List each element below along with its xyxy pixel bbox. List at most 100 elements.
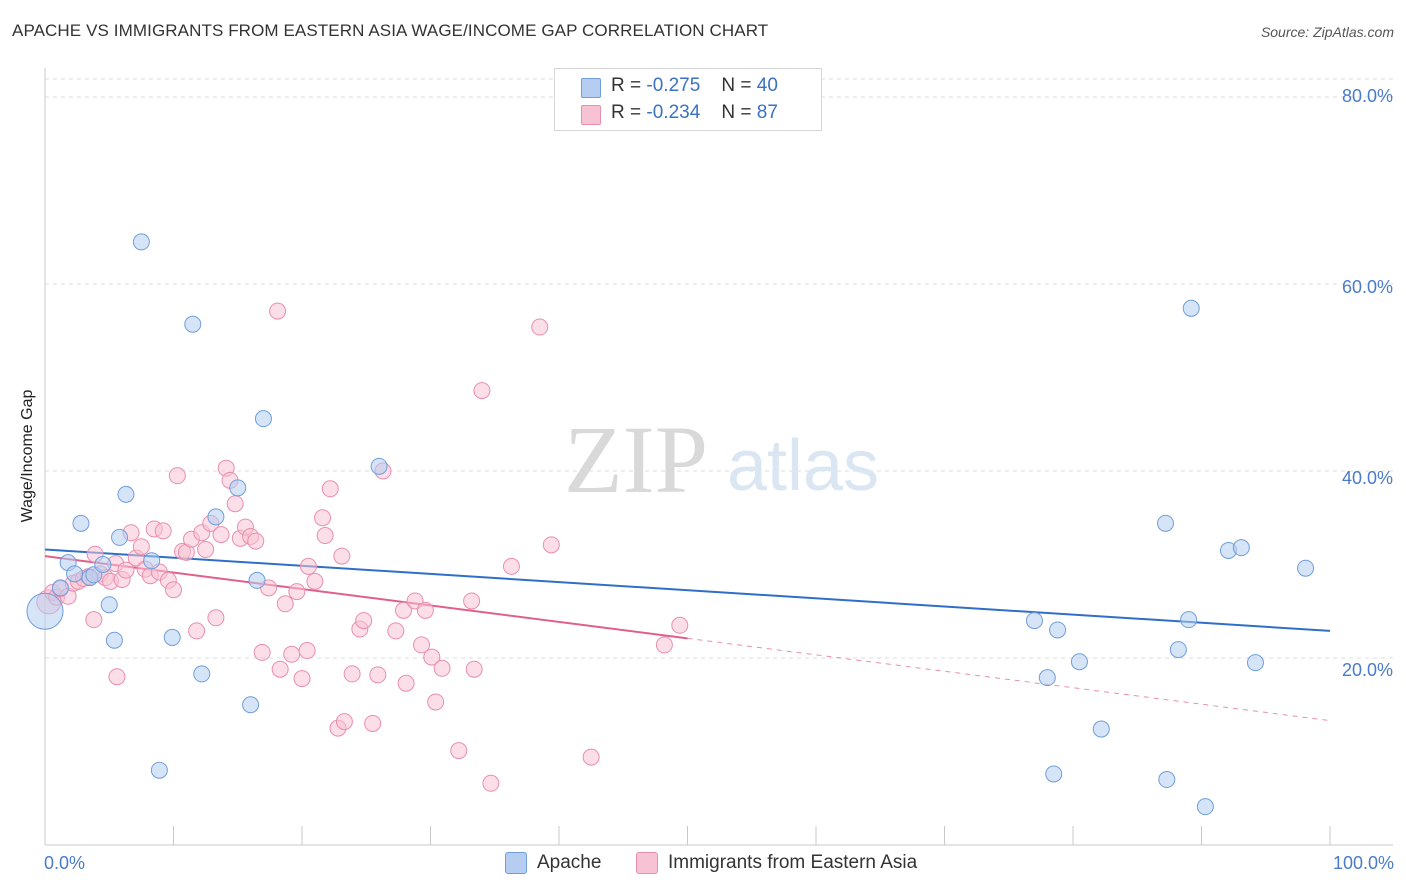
data-point-eastern-asia — [423, 648, 441, 666]
legend-swatch-apache — [581, 78, 601, 98]
data-point-eastern-asia — [416, 601, 434, 619]
data-point-eastern-asia — [333, 547, 351, 565]
data-point-apache — [1092, 720, 1110, 738]
legend-n-value-eastern-asia: 87 — [756, 102, 778, 123]
data-point-eastern-asia — [269, 302, 287, 320]
data-point-eastern-asia — [247, 532, 265, 550]
data-point-apache — [229, 479, 247, 497]
data-point-eastern-asia — [355, 612, 373, 630]
y-tick-label-20: 20.0% — [1341, 660, 1393, 680]
data-point-apache — [105, 631, 123, 649]
legend-r-value-apache: -0.275 — [646, 75, 701, 96]
data-point-eastern-asia — [502, 557, 520, 575]
data-point-apache — [143, 552, 161, 570]
data-point-eastern-asia — [298, 642, 316, 660]
zipatlas-watermark: ZIP atlas — [564, 406, 879, 513]
data-point-eastern-asia — [531, 318, 549, 336]
source-credit: Source: ZipAtlas.com — [1260, 24, 1394, 40]
data-point-apache — [51, 579, 69, 597]
data-point-apache — [150, 761, 168, 779]
data-point-eastern-asia — [132, 538, 150, 556]
data-point-eastern-asia — [306, 572, 324, 590]
data-point-apache — [72, 514, 90, 532]
data-point-apache — [1196, 798, 1214, 816]
data-point-eastern-asia — [395, 601, 413, 619]
legend-r-label: R = — [611, 75, 642, 96]
data-point-apache — [1158, 771, 1176, 789]
data-point-eastern-asia — [335, 713, 353, 731]
data-point-eastern-asia — [343, 665, 361, 683]
data-point-apache — [1070, 653, 1088, 671]
data-point-eastern-asia — [364, 714, 382, 732]
data-point-eastern-asia — [463, 592, 481, 610]
data-point-apache — [1297, 559, 1315, 577]
legend-n-label: N = — [721, 75, 752, 96]
series-eastern-asia-points — [36, 302, 689, 792]
data-point-apache — [111, 528, 129, 546]
data-point-apache — [1182, 299, 1200, 317]
data-point-apache — [254, 410, 272, 428]
data-point-eastern-asia — [108, 668, 126, 686]
correlation-legend: R = -0.275 N = 40 R = -0.234 N = 87 — [554, 68, 822, 131]
data-point-eastern-asia — [671, 616, 689, 634]
y-axis-title: Wage/Income Gap — [19, 389, 36, 523]
grid-lines — [45, 78, 1393, 659]
data-point-apache — [1169, 641, 1187, 659]
data-point-eastern-asia — [387, 622, 405, 640]
data-point-eastern-asia — [655, 636, 673, 654]
data-point-eastern-asia — [450, 742, 468, 760]
data-point-eastern-asia — [369, 666, 387, 684]
y-tick-label-80: 80.0% — [1341, 86, 1393, 106]
data-point-eastern-asia — [542, 536, 560, 554]
data-point-eastern-asia — [321, 480, 339, 498]
series-apache-points — [26, 233, 1315, 816]
data-point-eastern-asia — [293, 670, 311, 688]
data-point-eastern-asia — [253, 643, 271, 661]
data-point-apache — [1049, 621, 1067, 639]
legend-r-value-eastern-asia: -0.234 — [646, 102, 701, 123]
trend-lines — [44, 548, 1331, 722]
legend-r-label: R = — [611, 102, 642, 123]
data-point-eastern-asia — [465, 660, 483, 678]
data-point-apache — [1180, 611, 1198, 629]
data-point-apache — [242, 696, 260, 714]
data-point-apache — [117, 485, 135, 503]
trend-line-eastern-asia-extension — [687, 637, 1331, 722]
data-point-apache — [100, 596, 118, 614]
data-point-apache — [66, 565, 84, 583]
data-point-eastern-asia — [299, 557, 317, 575]
data-point-eastern-asia — [117, 561, 135, 579]
data-point-apache — [1246, 654, 1264, 672]
axes — [44, 68, 1393, 846]
data-point-eastern-asia — [316, 527, 334, 545]
data-point-eastern-asia — [207, 609, 225, 627]
data-point-eastern-asia — [473, 382, 491, 400]
chart-title: APACHE VS IMMIGRANTS FROM EASTERN ASIA W… — [12, 21, 769, 40]
data-point-eastern-asia — [154, 522, 172, 540]
data-point-eastern-asia — [433, 659, 451, 677]
watermark-zip: ZIP — [564, 406, 708, 513]
trend-line-apache — [44, 548, 1331, 632]
y-tick-label-40: 40.0% — [1341, 468, 1393, 488]
data-point-apache — [1232, 539, 1250, 557]
y-tick-label-60: 60.0% — [1341, 277, 1393, 297]
watermark-atlas: atlas — [727, 426, 879, 506]
data-point-eastern-asia — [427, 693, 445, 711]
data-point-eastern-asia — [168, 467, 186, 485]
legend-swatch-eastern-asia — [581, 105, 601, 125]
data-point-apache — [94, 556, 112, 573]
data-point-apache — [1038, 669, 1056, 687]
data-point-eastern-asia — [288, 583, 306, 601]
data-point-apache — [1025, 612, 1043, 630]
x-tick-label-0: 0.0% — [44, 853, 86, 873]
x-tick-label-100: 100.0% — [1332, 853, 1394, 873]
legend-swatch-eastern-asia — [636, 852, 658, 874]
data-point-apache — [248, 571, 266, 589]
data-point-eastern-asia — [165, 581, 182, 599]
data-point-apache — [193, 665, 211, 683]
data-point-eastern-asia — [212, 526, 230, 544]
legend-swatch-apache — [505, 852, 527, 874]
data-point-apache — [184, 315, 202, 333]
data-point-apache — [1045, 765, 1063, 783]
data-point-eastern-asia — [197, 541, 215, 559]
